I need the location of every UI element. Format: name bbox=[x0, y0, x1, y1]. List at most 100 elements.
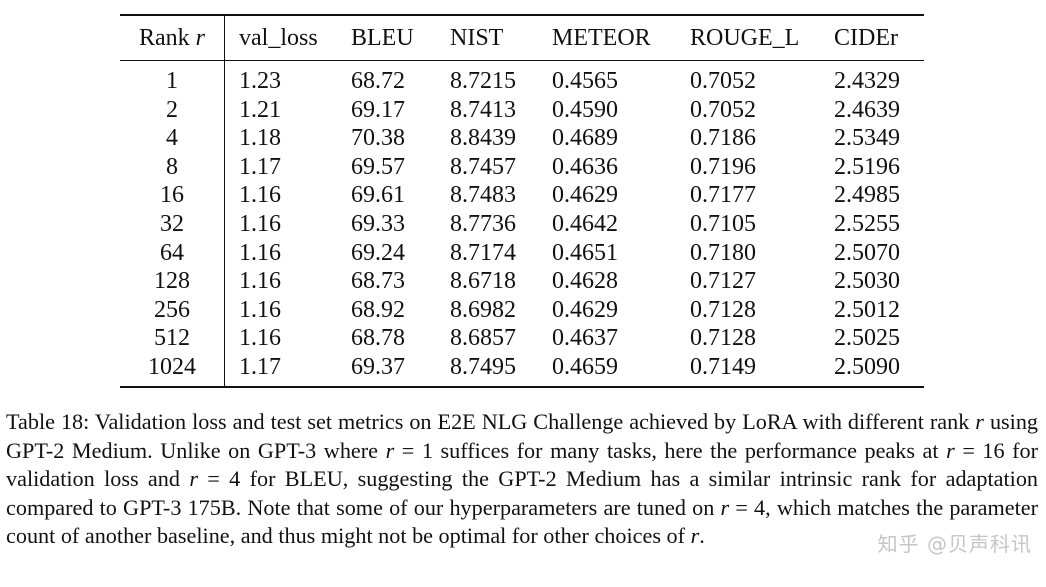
table-row: 1 1.23 68.72 8.7215 0.4565 0.7052 2.4329 bbox=[120, 60, 924, 96]
cell-rouge-l: 0.7128 bbox=[690, 325, 756, 352]
cell-nist: 8.6718 bbox=[450, 268, 516, 295]
cell-rank: 1 bbox=[166, 68, 178, 94]
cell-bleu: 68.73 bbox=[351, 268, 405, 295]
cell-bleu-best: 70.38 bbox=[351, 125, 405, 152]
cell-cider: 2.5012 bbox=[834, 296, 900, 323]
cell-nist: 8.7736 bbox=[450, 210, 516, 237]
table-row: 64 1.16 69.24 8.7174 0.4651 0.7180 2.507… bbox=[120, 238, 924, 268]
cell-cider: 2.5070 bbox=[834, 239, 900, 266]
table-row: 2 1.21 69.17 8.7413 0.4590 0.7052 2.4639 bbox=[120, 95, 924, 125]
cell-meteor: 0.4659 bbox=[552, 353, 618, 380]
table-row: 512 1.16 68.78 8.6857 0.4637 0.7128 2.50… bbox=[120, 324, 924, 353]
cell-rank: 1024 bbox=[148, 353, 196, 380]
cell-bleu: 69.17 bbox=[351, 96, 405, 123]
cell-bleu: 69.61 bbox=[351, 182, 405, 209]
header-bleu: BLEU bbox=[351, 24, 414, 51]
table-caption: Table 18: Validation loss and test set m… bbox=[6, 408, 1038, 551]
cell-nist: 8.7483 bbox=[450, 182, 516, 209]
cell-cider: 2.5030 bbox=[834, 268, 900, 295]
cell-rouge-l: 0.7186 bbox=[690, 125, 756, 152]
cell-rank: 512 bbox=[154, 325, 190, 352]
header-cider: CIDEr bbox=[834, 24, 898, 51]
cell-val-loss-best: 1.16 bbox=[224, 324, 351, 353]
cell-val-loss-best: 1.16 bbox=[224, 267, 351, 296]
header-rank: Rank r bbox=[138, 24, 205, 51]
cell-nist-best: 8.8439 bbox=[450, 125, 516, 152]
cell-cider: 2.4329 bbox=[834, 68, 900, 94]
table-header-row: Rank r val_loss BLEU NIST METEOR ROUGE_L… bbox=[120, 15, 924, 61]
header-val-loss: val_loss bbox=[224, 15, 351, 61]
cell-bleu: 68.72 bbox=[351, 68, 405, 94]
table-row: 32 1.16 69.33 8.7736 0.4642 0.7105 2.525… bbox=[120, 209, 924, 239]
cell-rouge-l-best: 0.7196 bbox=[690, 153, 756, 180]
cell-bleu: 68.78 bbox=[351, 325, 405, 352]
cell-rank: 4 bbox=[166, 125, 178, 152]
cell-val-loss: 1.23 bbox=[224, 60, 351, 96]
caption-text: Table 18: Validation loss and test set m… bbox=[6, 409, 1039, 549]
cell-nist: 8.6857 bbox=[450, 325, 516, 352]
header-rouge-l: ROUGE_L bbox=[690, 24, 800, 51]
table-row: 128 1.16 68.73 8.6718 0.4628 0.7127 2.50… bbox=[120, 267, 924, 296]
cell-cider-best: 2.5349 bbox=[834, 125, 900, 152]
cell-rouge-l: 0.7128 bbox=[690, 296, 756, 323]
table-row: 256 1.16 68.92 8.6982 0.4629 0.7128 2.50… bbox=[120, 295, 924, 325]
cell-nist: 8.7215 bbox=[450, 68, 516, 94]
cell-rouge-l: 0.7177 bbox=[690, 182, 756, 209]
cell-meteor: 0.4636 bbox=[552, 153, 618, 180]
cell-rouge-l: 0.7105 bbox=[690, 210, 756, 237]
results-table: Rank r val_loss BLEU NIST METEOR ROUGE_L… bbox=[120, 14, 924, 388]
cell-rouge-l: 0.7180 bbox=[690, 239, 756, 266]
cell-rank: 8 bbox=[166, 153, 178, 180]
cell-rank: 16 bbox=[160, 182, 184, 209]
cell-rouge-l: 0.7127 bbox=[690, 268, 756, 295]
cell-val-loss: 1.17 bbox=[224, 152, 351, 182]
cell-bleu: 69.37 bbox=[351, 353, 405, 380]
cell-nist: 8.7174 bbox=[450, 239, 516, 266]
cell-nist: 8.6982 bbox=[450, 296, 516, 323]
cell-rank: 64 bbox=[160, 239, 184, 266]
cell-rank: 2 bbox=[166, 96, 178, 123]
table-header: Rank r val_loss BLEU NIST METEOR ROUGE_L… bbox=[120, 15, 924, 61]
watermark: 知乎 @贝声科讯 bbox=[877, 532, 1032, 556]
cell-meteor-best: 0.4689 bbox=[552, 125, 618, 152]
cell-bleu: 69.24 bbox=[351, 239, 405, 266]
cell-rank: 128 bbox=[154, 268, 190, 295]
cell-meteor: 0.4651 bbox=[552, 239, 618, 266]
cell-meteor: 0.4590 bbox=[552, 96, 618, 123]
cell-cider: 2.5255 bbox=[834, 210, 900, 237]
cell-rank: 32 bbox=[160, 210, 184, 237]
cell-meteor: 0.4565 bbox=[552, 68, 618, 94]
cell-nist: 8.7495 bbox=[450, 353, 516, 380]
cell-rouge-l: 0.7052 bbox=[690, 68, 756, 94]
results-table-container: Rank r val_loss BLEU NIST METEOR ROUGE_L… bbox=[120, 14, 924, 388]
cell-cider: 2.5025 bbox=[834, 325, 900, 352]
table-row: 8 1.17 69.57 8.7457 0.4636 0.7196 2.5196 bbox=[120, 152, 924, 182]
cell-val-loss: 1.17 bbox=[224, 352, 351, 387]
cell-cider: 2.5090 bbox=[834, 353, 900, 380]
cell-nist: 8.7457 bbox=[450, 153, 516, 180]
cell-cider: 2.4985 bbox=[834, 182, 900, 209]
caption-label: Table 18: bbox=[6, 409, 90, 434]
cell-val-loss-best: 1.16 bbox=[224, 238, 351, 268]
cell-meteor: 0.4629 bbox=[552, 296, 618, 323]
cell-bleu: 69.33 bbox=[351, 210, 405, 237]
table-row: 1024 1.17 69.37 8.7495 0.4659 0.7149 2.5… bbox=[120, 352, 924, 387]
cell-val-loss-best: 1.16 bbox=[224, 295, 351, 325]
cell-cider: 2.5196 bbox=[834, 153, 900, 180]
cell-meteor: 0.4642 bbox=[552, 210, 618, 237]
table-row: 4 1.18 70.38 8.8439 0.4689 0.7186 2.5349 bbox=[120, 124, 924, 153]
header-nist: NIST bbox=[450, 24, 504, 51]
cell-meteor: 0.4629 bbox=[552, 182, 618, 209]
cell-bleu: 69.57 bbox=[351, 153, 405, 180]
cell-meteor: 0.4637 bbox=[552, 325, 618, 352]
cell-val-loss: 1.21 bbox=[224, 95, 351, 125]
cell-cider: 2.4639 bbox=[834, 96, 900, 123]
cell-val-loss-best: 1.16 bbox=[224, 209, 351, 239]
cell-bleu: 68.92 bbox=[351, 296, 405, 323]
cell-rouge-l: 0.7149 bbox=[690, 353, 756, 380]
cell-rank: 256 bbox=[154, 296, 190, 323]
cell-meteor: 0.4628 bbox=[552, 268, 618, 295]
cell-nist: 8.7413 bbox=[450, 96, 516, 123]
cell-val-loss: 1.18 bbox=[224, 124, 351, 153]
header-meteor: METEOR bbox=[552, 24, 651, 51]
